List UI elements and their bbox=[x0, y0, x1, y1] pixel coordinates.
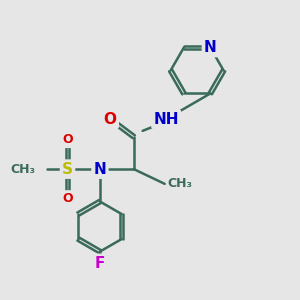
Text: CH₃: CH₃ bbox=[168, 177, 193, 190]
Text: O: O bbox=[104, 112, 117, 127]
Text: S: S bbox=[62, 162, 73, 177]
Text: N: N bbox=[94, 162, 106, 177]
Text: O: O bbox=[62, 192, 73, 205]
Text: N: N bbox=[204, 40, 217, 55]
Text: F: F bbox=[95, 256, 105, 271]
Text: CH₃: CH₃ bbox=[10, 163, 35, 176]
Text: O: O bbox=[62, 133, 73, 146]
Text: NH: NH bbox=[153, 112, 179, 127]
